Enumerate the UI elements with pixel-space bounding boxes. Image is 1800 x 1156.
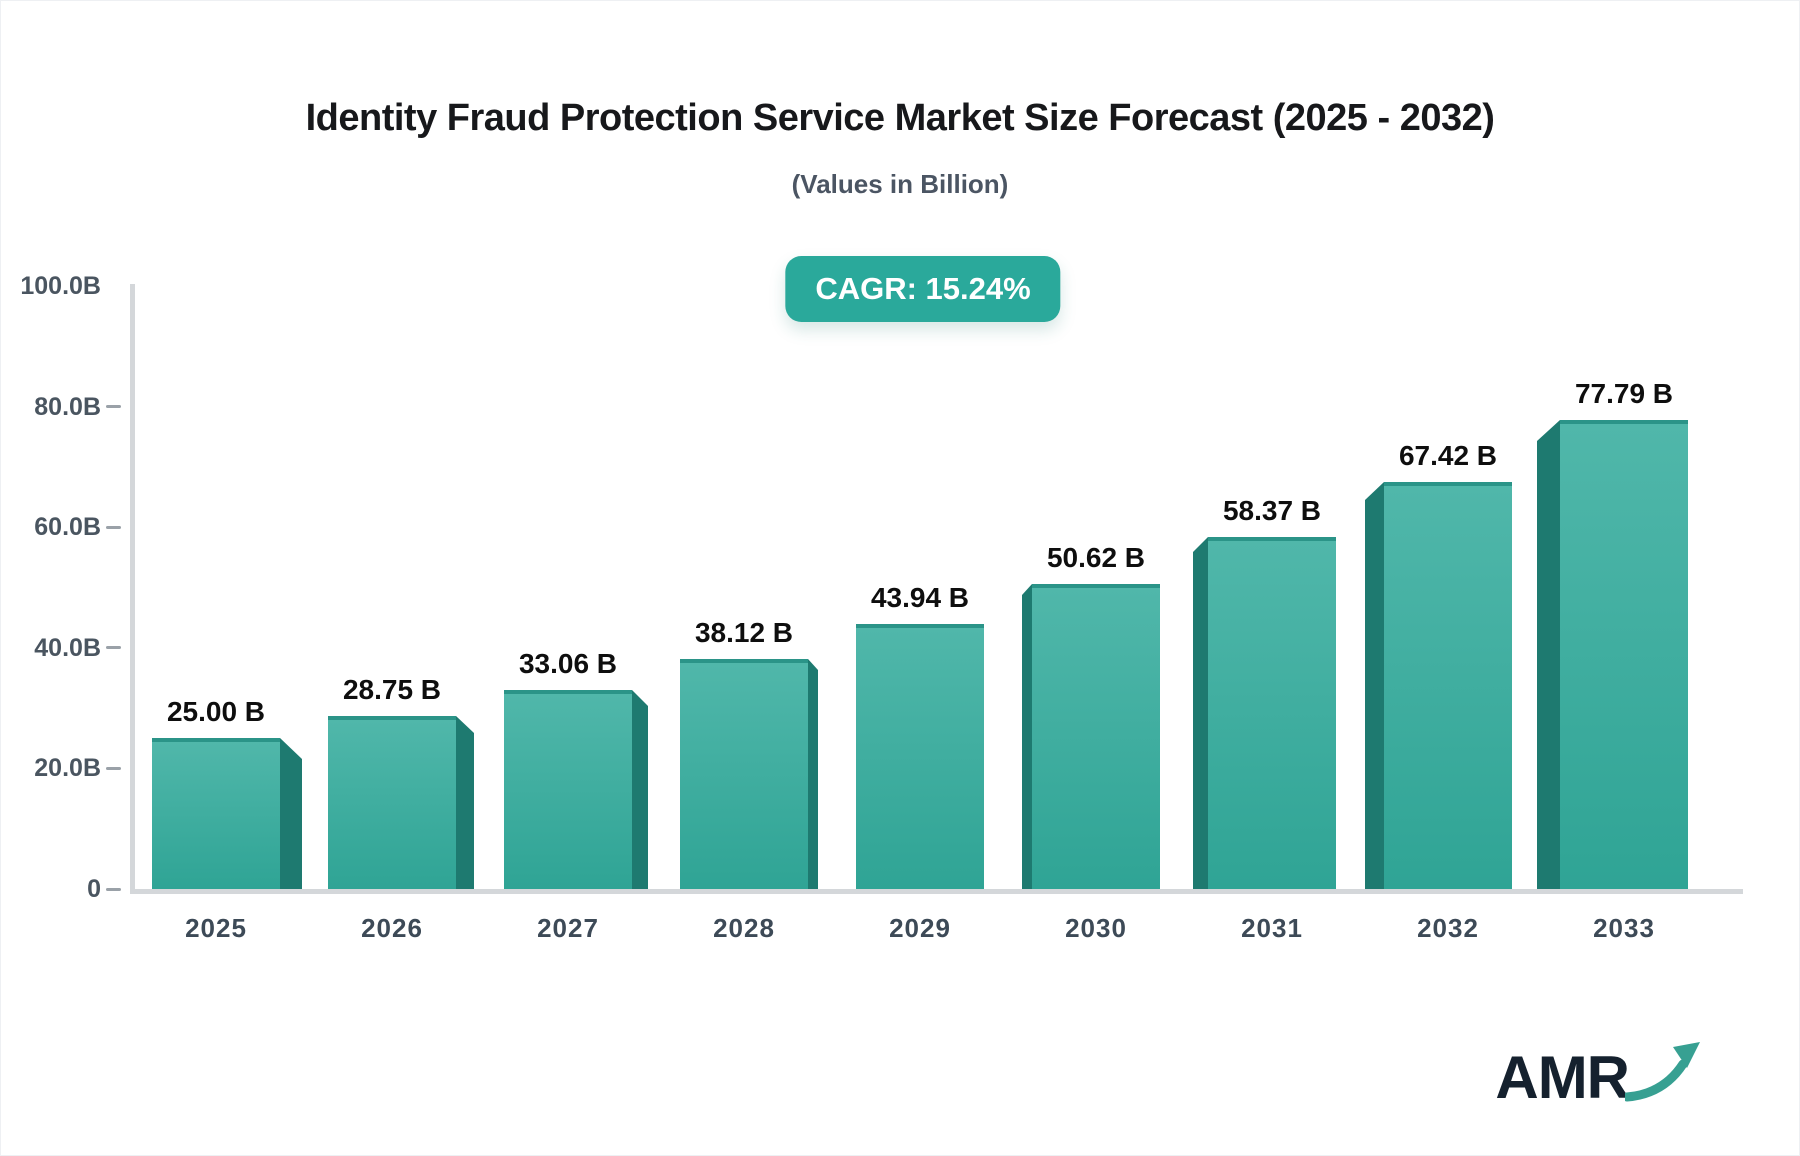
y-axis-line [130,284,135,894]
bar-value-label: 77.79 B [1574,378,1674,409]
page-subtitle: (Values in Billion) [791,169,1009,199]
x-axis-tick-label: 2033 [1593,913,1655,943]
bar-value-label: 33.06 B [518,648,618,679]
bar-value-label: 28.75 B [342,674,442,705]
y-axis-tick-label: 20.0B [34,754,101,783]
bar-side-face-2026 [456,716,474,889]
plot-area: 0 20.0B 40.0B 60.0B 80.0B 100.0B 25.00 B 2025 28… [20,272,1743,943]
y-axis-tick-mark [106,405,121,409]
bar-2030[interactable] [1032,584,1160,889]
bar-value-label: 38.12 B [694,617,794,648]
bar-2029[interactable] [856,624,984,889]
bar-value-label: 43.94 B [870,582,970,613]
amr-logo-text: AMR [1495,1044,1630,1111]
y-axis-tick-mark [106,887,121,891]
x-axis-tick-label: 2026 [361,913,423,943]
trend-up-arrow-icon [1625,1042,1700,1102]
bar-value-label: 58.37 B [1222,495,1322,526]
x-axis-tick-label: 2030 [1065,913,1127,943]
bar-value-label: 25.00 B [166,696,266,727]
bar-2032[interactable] [1384,482,1512,889]
bar-2025[interactable] [152,738,280,889]
bar-side-face-2028 [808,659,818,889]
y-axis-tick-label: 0 [87,875,101,903]
bar-side-face-2031 [1193,537,1208,889]
y-axis-tick-mark [106,525,121,529]
amr-logo: AMR [1495,1039,1701,1111]
y-axis-tick-mark [106,646,121,650]
page-title: Identity Fraud Protection Service Market… [305,97,1495,139]
x-axis-tick-label: 2028 [713,913,775,943]
bar-2027[interactable] [504,690,632,889]
bar-2028[interactable] [680,659,808,889]
bar-side-face-2033 [1537,420,1560,889]
cagr-badge: CAGR: 15.24% [785,256,1061,322]
bar-2033[interactable] [1560,420,1688,889]
x-axis-tick-label: 2027 [537,913,599,943]
bar-2031[interactable] [1208,537,1336,889]
y-axis-tick-label: 100.0B [20,272,101,300]
y-axis-tick-label: 40.0B [34,633,101,662]
y-axis-tick-mark [106,766,121,770]
bar-value-label: 67.42 B [1398,440,1498,471]
bar-2026[interactable] [328,716,456,889]
x-axis-tick-label: 2032 [1417,913,1479,943]
y-axis-tick-label: 80.0B [34,392,101,421]
x-axis-tick-label: 2029 [889,913,951,943]
bar-side-face-2027 [632,690,648,889]
x-axis-line [130,889,1743,894]
x-axis-tick-label: 2025 [185,913,247,943]
x-axis-tick-label: 2031 [1241,913,1303,943]
bar-side-face-2025 [280,738,302,889]
bar-value-label: 50.62 B [1046,542,1146,573]
bar-side-face-2032 [1365,482,1384,889]
y-axis-tick-label: 60.0B [34,513,101,542]
bar-side-face-2030 [1022,584,1032,889]
